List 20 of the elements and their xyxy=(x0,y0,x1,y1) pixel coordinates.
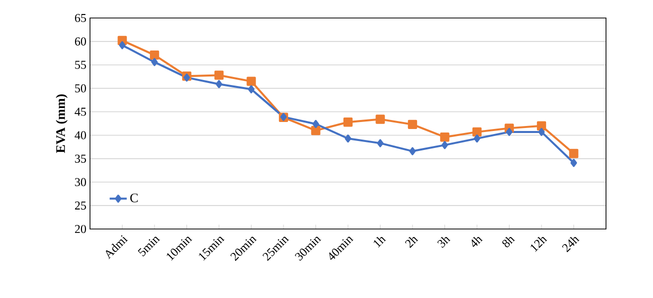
legend-label: C xyxy=(130,194,138,202)
y-tick-label: 50 xyxy=(75,84,86,92)
y-tick-label: 65 xyxy=(74,14,86,22)
x-tick-label: 8h xyxy=(502,236,516,248)
y-tick-label: 30 xyxy=(75,178,86,186)
y-tick-label: 20 xyxy=(75,224,86,234)
x-tick-label: 24h xyxy=(562,236,580,252)
x-tick-label: 3h xyxy=(437,236,451,248)
y-tick-label: 40 xyxy=(74,131,86,140)
y-tick-label: 25 xyxy=(75,202,86,210)
x-tick-label: 2h xyxy=(405,236,418,248)
y-tick-label: 55 xyxy=(75,60,86,69)
x-tick-label: 12h xyxy=(530,236,548,252)
x-tick-label: 5min xyxy=(138,236,160,256)
y-axis-title: EVA (mm) xyxy=(56,94,68,153)
y-tick-label: 60 xyxy=(74,37,86,46)
y-tick-label: 45 xyxy=(74,108,86,116)
x-tick-label: 4h xyxy=(472,236,483,247)
y-tick-label: 35 xyxy=(75,154,86,163)
x-tick-label: 1h xyxy=(374,236,386,248)
